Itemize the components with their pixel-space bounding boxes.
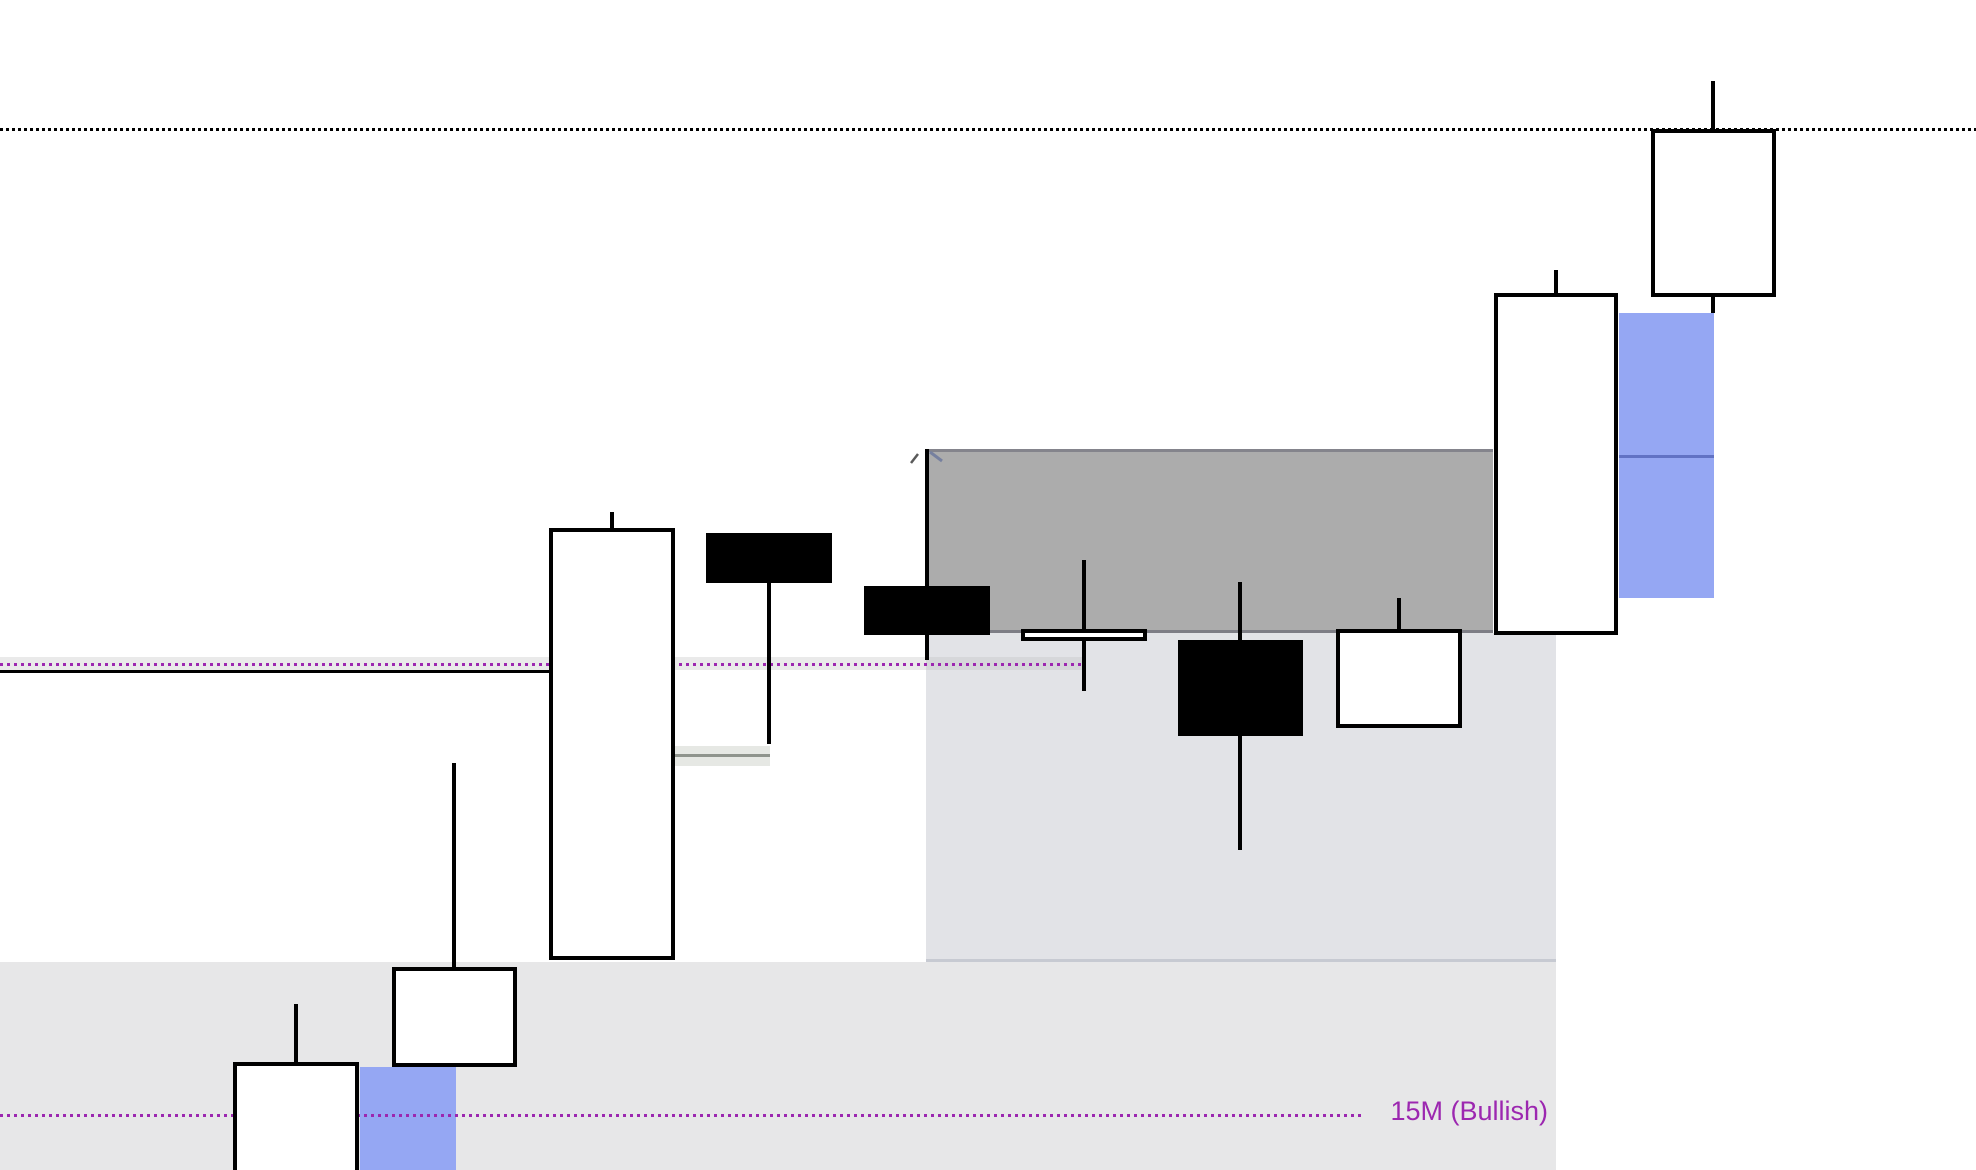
candle-10-upper-wick (1711, 81, 1715, 131)
mid-black-solid-line[interactable] (0, 670, 550, 673)
candle-5-body-bearish (864, 586, 990, 635)
candle-1-upper-wick (294, 1004, 298, 1064)
candle-9-upper-wick (1554, 270, 1558, 295)
volume-imbalance-box[interactable] (674, 746, 770, 766)
candle-7-upper-wick (1238, 582, 1242, 642)
fvg-right-lower[interactable] (1619, 455, 1714, 598)
candle-3-body-bullish (549, 528, 675, 960)
mid-purple-dotted-line[interactable] (0, 663, 1082, 666)
timeframe-label[interactable]: 15M (Bullish) (1390, 1096, 1548, 1126)
candle-7-body-bearish (1178, 640, 1303, 736)
fvg-right-upper[interactable] (1619, 313, 1714, 455)
candle-10-lower-wick (1711, 295, 1715, 313)
candle-9-body-bullish (1494, 293, 1618, 635)
bottom-purple-dotted-line[interactable] (0, 1114, 1365, 1117)
volume-imbalance-line (674, 754, 770, 757)
candle-6-upper-wick (1082, 560, 1086, 631)
candle-5-upper-wick (925, 449, 929, 588)
candle-3-upper-wick (610, 512, 614, 530)
candle-8-upper-wick (1397, 598, 1401, 631)
drawing-anchor-icon (903, 446, 947, 472)
candle-4-lower-wick (767, 581, 771, 744)
candle-2-body-bullish (392, 967, 517, 1067)
candle-7-lower-wick (1238, 734, 1242, 850)
order-block-gray[interactable] (927, 449, 1493, 633)
candle-8-body-bullish (1336, 629, 1462, 728)
candle-6-lower-wick (1082, 639, 1086, 691)
fvg-bottom-left[interactable] (360, 1067, 456, 1170)
candle-5-lower-wick (925, 633, 929, 660)
candle-10-body-bullish (1651, 129, 1776, 297)
candle-2-upper-wick (452, 763, 456, 969)
candle-4-body-bearish (706, 533, 832, 583)
candle-6-body-bullish (1021, 629, 1147, 641)
top-black-dotted-line[interactable] (0, 128, 1976, 131)
candle-1-body-bullish (233, 1062, 359, 1170)
